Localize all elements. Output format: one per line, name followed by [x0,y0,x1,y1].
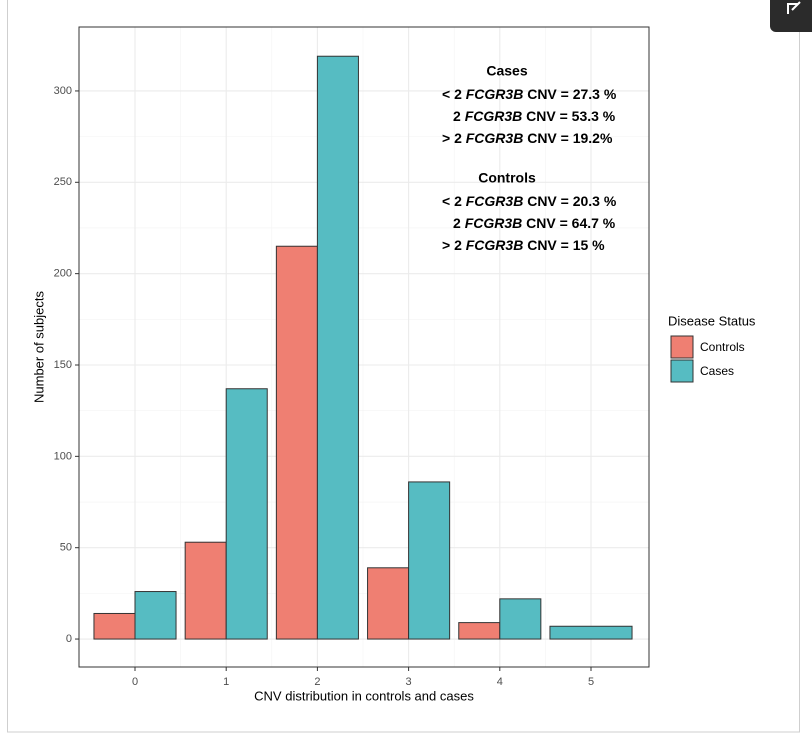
x-tick-label: 2 [314,676,320,688]
bar [458,622,501,640]
bar [408,481,451,640]
annotation-text: FCGR3B [466,86,524,102]
y-tick-label: 250 [54,176,72,188]
bar [549,625,633,640]
annotation-text: 2 [453,108,465,124]
x-tick-label: 0 [132,676,138,688]
annotation-line: 2 FCGR3B CNV = 64.7 % [453,215,616,231]
annotation-text: CNV = 20.3 % [523,193,617,209]
y-axis-title: Number of subjects [31,291,46,403]
annotation-line: > 2 FCGR3B CNV = 15 % [442,237,605,253]
annotation-title: Cases [486,63,527,79]
annotation-text: > 2 [442,130,466,146]
x-tick-label: 5 [588,676,594,688]
legend-key [670,335,694,359]
annotation-text: FCGR3B [465,215,523,231]
annotation-text: FCGR3B [465,108,523,124]
annotation-text: FCGR3B [466,130,524,146]
y-tick-label: 300 [54,85,72,97]
legend-label: Cases [700,364,734,378]
y-tick-label: 0 [66,633,72,645]
bar [93,612,136,640]
annotation-text: > 2 [442,237,466,253]
bar [367,567,410,640]
panel-border [78,26,650,668]
y-tick-label: 50 [60,542,72,554]
bar [184,541,227,640]
annotation-line: > 2 FCGR3B CNV = 19.2% [442,130,613,146]
plot-area: 0 50 100 150 200 250 300 0 1 2 3 4 5 [54,26,650,688]
x-axis-title: CNV distribution in controls and cases [254,688,474,703]
annotation-text: CNV = 53.3 % [522,108,616,124]
legend-key [670,359,694,383]
bar [275,245,318,640]
button-bg[interactable] [770,0,812,32]
annotation-line: 2 FCGR3B CNV = 53.3 % [453,108,616,124]
legend-label: Controls [700,340,745,354]
annotation-text: FCGR3B [466,237,524,253]
annotation-text: < 2 [442,86,466,102]
x-tick-label: 3 [406,676,412,688]
annotation-text: 2 [453,215,465,231]
annotation-line: < 2 FCGR3B CNV = 27.3 % [442,86,617,102]
bar [225,388,268,640]
panel [79,27,649,667]
external-icon [787,1,801,14]
y-tick-label: 150 [54,359,72,371]
x-tick-label: 1 [223,676,229,688]
annotation-text: CNV = 19.2% [523,130,613,146]
bar [316,55,359,640]
annotation-text: FCGR3B [466,193,524,209]
bar [134,591,177,640]
legend-title: Disease Status [668,313,756,328]
y-tick-label: 100 [54,450,72,462]
annotation-text: CNV = 15 % [523,237,605,253]
annotation-title: Controls [478,170,536,186]
bar [499,598,542,640]
annotation-line: < 2 FCGR3B CNV = 20.3 % [442,193,617,209]
annotation-text: < 2 [442,193,466,209]
x-tick-label: 4 [497,676,503,688]
y-tick-label: 200 [54,268,72,280]
annotation-text: CNV = 27.3 % [523,86,617,102]
open-button[interactable] [770,0,812,32]
annotation-text: CNV = 64.7 % [522,215,616,231]
